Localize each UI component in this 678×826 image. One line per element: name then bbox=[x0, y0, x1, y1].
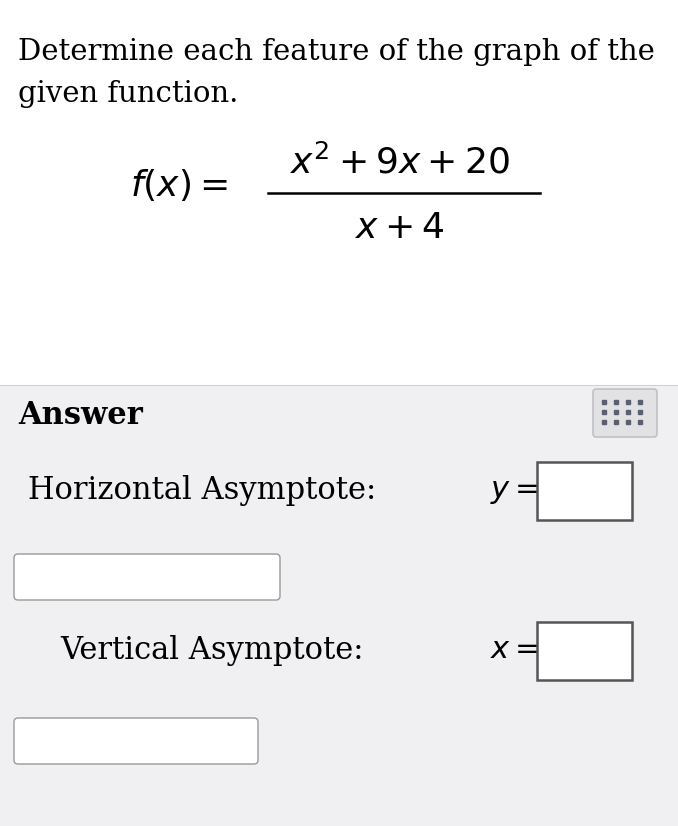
Text: $x =$: $x =$ bbox=[490, 634, 539, 666]
Text: $y =$: $y =$ bbox=[490, 474, 539, 506]
Text: Answer: Answer bbox=[18, 400, 143, 431]
Text: No horizontal asymptote: No horizontal asymptote bbox=[35, 568, 260, 586]
FancyBboxPatch shape bbox=[537, 462, 632, 520]
FancyBboxPatch shape bbox=[14, 718, 258, 764]
Text: Vertical Asymptote:: Vertical Asymptote: bbox=[60, 634, 363, 666]
FancyBboxPatch shape bbox=[537, 622, 632, 680]
Text: $f(x) =$: $f(x) =$ bbox=[130, 167, 228, 203]
Text: given function.: given function. bbox=[18, 80, 239, 108]
Text: Horizontal Asymptote:: Horizontal Asymptote: bbox=[28, 474, 376, 506]
Bar bbox=[0, 385, 678, 826]
FancyBboxPatch shape bbox=[593, 389, 657, 437]
Text: Determine each feature of the graph of the: Determine each feature of the graph of t… bbox=[18, 38, 655, 66]
Bar bbox=[0, 0, 678, 385]
FancyBboxPatch shape bbox=[14, 554, 280, 600]
Text: $x + 4$: $x + 4$ bbox=[355, 211, 445, 245]
Text: $x^2 + 9x + 20$: $x^2 + 9x + 20$ bbox=[290, 144, 510, 180]
Text: No vertical asymptote: No vertical asymptote bbox=[35, 732, 237, 750]
